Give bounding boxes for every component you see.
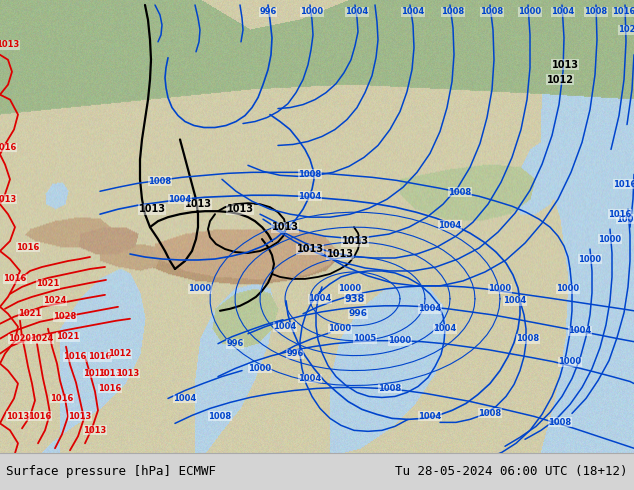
Text: 1004: 1004	[299, 374, 321, 383]
Text: 1012: 1012	[547, 74, 574, 85]
Text: 1013: 1013	[117, 369, 139, 378]
Text: 1004: 1004	[568, 326, 592, 335]
Text: Surface pressure [hPa] ECMWF: Surface pressure [hPa] ECMWF	[6, 465, 216, 478]
Text: 1004: 1004	[346, 7, 368, 17]
Text: 1008: 1008	[378, 384, 401, 393]
Text: 1013: 1013	[138, 204, 165, 214]
Text: 1008: 1008	[448, 188, 472, 197]
Text: 1008: 1008	[517, 334, 540, 343]
Text: 1013: 1013	[0, 40, 20, 49]
Text: 1008: 1008	[299, 170, 321, 179]
Text: 1008: 1008	[616, 215, 634, 223]
Text: 1020: 1020	[618, 25, 634, 34]
Text: 1021: 1021	[18, 309, 42, 318]
Text: 1000: 1000	[301, 7, 323, 17]
Text: 1000: 1000	[598, 235, 621, 244]
Text: 1013: 1013	[552, 60, 578, 70]
Text: 1013: 1013	[0, 195, 16, 204]
Text: 1000: 1000	[188, 284, 212, 294]
Text: 1013: 1013	[226, 204, 254, 214]
Text: 1004: 1004	[173, 394, 197, 403]
Text: 1016: 1016	[16, 243, 40, 251]
Text: 1013: 1013	[6, 412, 30, 421]
Text: 1013: 1013	[271, 222, 299, 232]
Text: 1013: 1013	[184, 199, 212, 209]
Text: 996: 996	[226, 339, 243, 348]
Text: 1024: 1024	[43, 296, 67, 305]
Text: 1013: 1013	[297, 244, 323, 254]
Text: 1004: 1004	[418, 304, 442, 313]
Text: 1005: 1005	[353, 334, 377, 343]
Text: 1028: 1028	[53, 312, 77, 321]
Text: 1008: 1008	[209, 412, 231, 421]
Text: 938: 938	[345, 294, 365, 304]
Text: 1008: 1008	[479, 409, 501, 418]
Text: 1016: 1016	[0, 143, 16, 152]
Text: 1013: 1013	[98, 369, 122, 378]
Text: 1024: 1024	[30, 334, 54, 343]
Text: 1004: 1004	[169, 195, 191, 204]
Text: 1021: 1021	[56, 332, 80, 341]
Text: 1008: 1008	[585, 7, 607, 17]
Text: 1016: 1016	[3, 274, 27, 283]
Text: 1016: 1016	[98, 384, 122, 393]
Text: 1004: 1004	[552, 7, 574, 17]
Text: 1013: 1013	[327, 249, 354, 259]
Text: 1004: 1004	[299, 192, 321, 201]
Text: 1016: 1016	[63, 352, 87, 361]
Text: 1000: 1000	[519, 7, 541, 17]
Text: 996: 996	[259, 7, 276, 17]
Text: 1008: 1008	[441, 7, 465, 17]
Text: 1000: 1000	[328, 324, 352, 333]
Text: 1020: 1020	[8, 334, 32, 343]
Text: 1000: 1000	[578, 254, 602, 264]
Text: 1000: 1000	[389, 336, 411, 345]
Text: 1000: 1000	[557, 284, 579, 294]
Text: 1021: 1021	[36, 279, 60, 289]
Text: 1008: 1008	[148, 177, 172, 186]
Text: 1008: 1008	[481, 7, 503, 17]
Text: 1016: 1016	[608, 210, 631, 219]
Text: 1012: 1012	[108, 349, 132, 358]
Text: 1004: 1004	[418, 412, 442, 421]
Text: 1008: 1008	[548, 418, 572, 427]
Text: 1000: 1000	[488, 284, 512, 294]
Text: 1013: 1013	[68, 412, 92, 421]
Text: 1000: 1000	[249, 364, 271, 373]
Text: 996: 996	[349, 309, 368, 318]
Text: 1016: 1016	[88, 352, 112, 361]
Text: 1004: 1004	[434, 324, 456, 333]
Text: 1013: 1013	[84, 426, 107, 435]
Text: 1004: 1004	[438, 220, 462, 230]
Text: 1000: 1000	[559, 357, 581, 366]
Text: 1013: 1013	[342, 236, 368, 246]
Text: 1000: 1000	[339, 284, 361, 294]
Text: 996: 996	[287, 349, 304, 358]
Text: 1016: 1016	[613, 180, 634, 189]
Text: 1016: 1016	[29, 412, 52, 421]
Text: Tu 28-05-2024 06:00 UTC (18+12): Tu 28-05-2024 06:00 UTC (18+12)	[395, 465, 628, 478]
Text: 1004: 1004	[503, 296, 527, 305]
Text: 1016: 1016	[50, 394, 74, 403]
Text: 1013: 1013	[84, 369, 107, 378]
Text: 1004: 1004	[308, 294, 332, 303]
Text: 1004: 1004	[401, 7, 425, 17]
Text: 1004: 1004	[273, 322, 297, 331]
Text: 1016: 1016	[612, 7, 634, 17]
